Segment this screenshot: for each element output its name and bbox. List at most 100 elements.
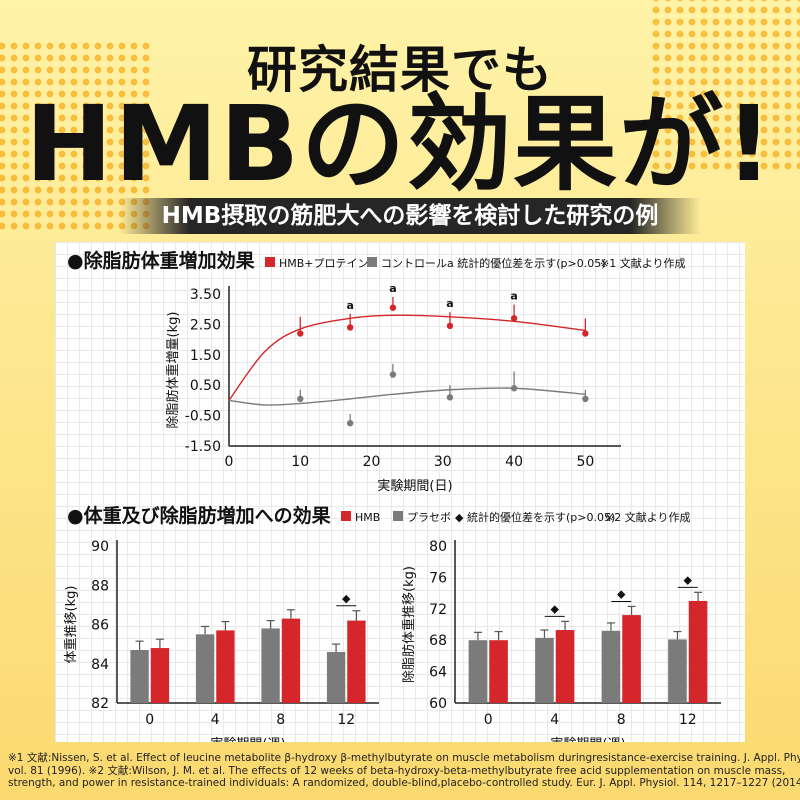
bar-hmb	[622, 615, 641, 703]
x-tick-label: 4	[211, 712, 220, 728]
x-tick-label: 50	[576, 454, 594, 470]
legend-note: ※2 文献より作成	[605, 510, 691, 524]
reference-line: vol. 81 (1996). ※2 文献:Wilson, J. M. et a…	[8, 764, 786, 777]
halftone-decoration-right	[650, 0, 800, 170]
y-tick-label: -1.50	[185, 439, 221, 455]
data-point	[446, 322, 454, 330]
data-point	[582, 395, 589, 403]
y-tick-label: 60	[429, 696, 447, 712]
x-tick-label: 0	[225, 454, 234, 470]
y-tick-label: 76	[429, 570, 447, 586]
legend-label: HMB	[355, 511, 380, 524]
fit-curve-control	[228, 387, 586, 406]
y-tick-label: 72	[429, 602, 447, 618]
significance-marker: a	[446, 297, 453, 310]
y-tick-label: 88	[91, 578, 109, 594]
legend-label: HMB+プロテイン	[279, 257, 369, 270]
legend-label: a 統計的優位差を示す(p>0.05)	[447, 256, 606, 270]
reference-line: ※1 文献:Nissen, S. et al. Effect of leucin…	[8, 752, 800, 764]
legend-swatch-control	[367, 257, 377, 267]
legend-label: コントロール	[381, 257, 447, 270]
y-tick-label: 82	[91, 696, 109, 712]
legend-label: ◆ 統計的優位差を示す(p>0.05)	[455, 510, 615, 524]
significance-marker: ◆	[551, 602, 560, 615]
significance-marker: ◆	[617, 587, 626, 600]
x-tick-label: 40	[505, 454, 523, 470]
data-point	[389, 371, 397, 378]
y-tick-label: 64	[429, 665, 447, 681]
bar-hmb	[489, 640, 508, 703]
bar-placebo	[668, 639, 687, 703]
x-tick-label: 30	[434, 454, 452, 470]
bar-placebo	[601, 630, 621, 703]
bar-placebo	[195, 634, 215, 703]
headline-line-1: 研究結果でも	[247, 41, 553, 99]
data-point	[297, 395, 304, 403]
chart-title: ●体重及び除脂肪増加への効果	[67, 504, 331, 527]
data-point	[297, 330, 304, 337]
x-tick-label: 0	[145, 712, 154, 728]
references: ※1 文献:Nissen, S. et al. Effect of leucin…	[8, 752, 800, 790]
significance-marker: ◆	[684, 573, 693, 586]
data-point	[346, 420, 354, 427]
y-tick-label: 3.50	[190, 287, 221, 303]
subtitle-banner: HMB摂取の筋肥大への影響を検討した研究の例	[120, 198, 700, 234]
data-point	[389, 304, 397, 311]
y-axis-label: 除脂肪体重推移(kg)	[401, 566, 417, 683]
y-tick-label: 80	[429, 539, 447, 555]
data-point	[346, 324, 354, 331]
y-tick-label: 86	[91, 618, 109, 634]
legend-swatch-control	[393, 511, 403, 521]
x-axis-label: 実験期間(週)	[210, 736, 285, 742]
bar-placebo	[130, 650, 149, 703]
x-tick-label: 20	[363, 454, 381, 470]
bar-hmb	[555, 629, 575, 703]
reference-line: strength, and power in resistance-traine…	[8, 777, 800, 789]
charts-svg: ●除脂肪体重増加効果 HMB+プロテイン コントロール a 統計的優位差を示す(p>0…	[63, 249, 721, 742]
x-tick-label: 12	[679, 712, 697, 728]
chart-panel: ●除脂肪体重増加効果 HMB+プロテイン コントロール a 統計的優位差を示す(p>0…	[55, 242, 745, 742]
bar-hmb	[688, 600, 708, 703]
significance-marker: a	[346, 299, 353, 312]
data-point	[446, 394, 454, 401]
legend-note: ※1 文献より作成	[600, 256, 686, 270]
bar-hmb	[150, 648, 170, 703]
fit-curve-treatment	[228, 314, 586, 401]
significance-marker: a	[389, 282, 396, 295]
x-tick-label: 12	[337, 712, 355, 728]
y-axis-label: 体重推移(kg)	[63, 586, 79, 664]
subtitle-banner-text: HMB摂取の筋肥大への影響を検討した研究の例	[161, 203, 659, 229]
y-tick-label: 90	[91, 539, 109, 555]
y-tick-label: 68	[429, 633, 447, 649]
y-tick-label: 1.50	[190, 348, 221, 364]
legend-swatch-treatment	[265, 257, 275, 267]
x-axis-label: 実験期間(日)	[377, 478, 452, 494]
bar-hmb	[216, 630, 235, 703]
data-point	[582, 330, 589, 337]
significance-marker: ◆	[342, 592, 351, 605]
y-tick-label: 2.50	[190, 317, 221, 333]
y-tick-label: 0.50	[190, 378, 221, 394]
x-tick-label: 4	[550, 712, 559, 728]
bar-placebo	[468, 640, 488, 703]
bar-hmb	[281, 618, 301, 703]
x-tick-label: 0	[484, 712, 493, 728]
y-axis-label: 除脂肪体重増量(kg)	[165, 312, 181, 429]
bar-placebo	[326, 651, 346, 703]
significance-marker: a	[510, 290, 517, 303]
x-tick-label: 10	[291, 454, 309, 470]
bar-placebo	[261, 628, 280, 703]
legend-label: プラセボ	[407, 511, 451, 524]
x-axis-label: 実験期間(週)	[550, 736, 625, 742]
bar-hmb	[347, 620, 366, 703]
legend-swatch-treatment	[341, 511, 351, 521]
x-tick-label: 8	[617, 712, 626, 728]
bar-placebo	[535, 637, 554, 703]
y-tick-label: -0.50	[185, 409, 221, 425]
chart-title: ●除脂肪体重増加効果	[67, 249, 255, 272]
headline-line-2: HMBの効果が!	[25, 83, 775, 205]
x-tick-label: 8	[276, 712, 285, 728]
data-point	[510, 385, 518, 392]
y-tick-label: 84	[91, 657, 109, 673]
data-point	[510, 315, 518, 322]
